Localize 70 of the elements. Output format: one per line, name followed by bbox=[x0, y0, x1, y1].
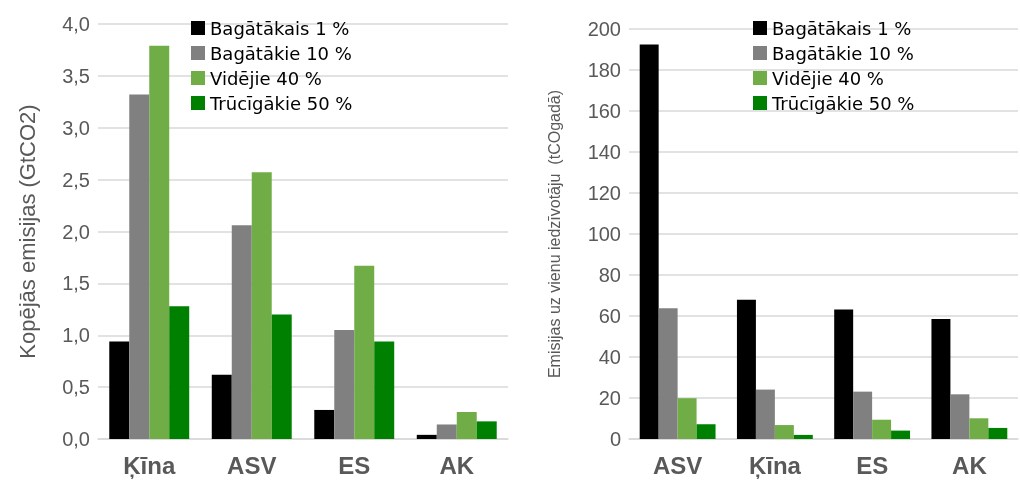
bar bbox=[891, 430, 911, 439]
y-tick-label: 120 bbox=[587, 182, 621, 204]
bar bbox=[853, 391, 873, 439]
y-axis-title: Kopējās emisijas (GtCO2) bbox=[14, 104, 40, 359]
legend-label: Trūcīgākie 50 % bbox=[771, 92, 915, 114]
y-tick-label: 40 bbox=[598, 346, 621, 368]
bar bbox=[129, 94, 150, 439]
y-tick-label: 3,0 bbox=[62, 116, 90, 139]
bar bbox=[251, 172, 272, 439]
bar bbox=[334, 330, 355, 439]
y-tick-label: 0,0 bbox=[62, 428, 90, 450]
legend-label: Bagātākie 10 % bbox=[210, 42, 352, 64]
x-tick-label: AK bbox=[952, 451, 988, 479]
y-tick-label: 80 bbox=[598, 264, 621, 286]
bar bbox=[872, 419, 892, 439]
legend-label: Vidējie 40 % bbox=[210, 67, 322, 89]
bar bbox=[109, 341, 130, 439]
bar bbox=[456, 412, 477, 439]
bar bbox=[231, 225, 252, 439]
y-tick-label: 1,5 bbox=[62, 272, 90, 295]
y-tick-label: 2,0 bbox=[62, 220, 90, 243]
bar bbox=[639, 44, 659, 439]
legend-label: Vidējie 40 % bbox=[772, 67, 884, 89]
bar bbox=[755, 389, 775, 439]
bar bbox=[834, 309, 854, 439]
bar bbox=[950, 394, 970, 439]
bar bbox=[149, 45, 170, 439]
y-tick-label: 20 bbox=[598, 387, 621, 409]
bar bbox=[969, 418, 989, 439]
x-tick-label: AK bbox=[439, 451, 475, 479]
x-tick-label: Ķīna bbox=[123, 451, 176, 479]
legend-label: Trūcīgākie 50 % bbox=[209, 92, 353, 114]
x-tick-label: ES bbox=[338, 451, 371, 479]
bar bbox=[211, 374, 232, 439]
bar bbox=[271, 314, 292, 439]
bar bbox=[696, 424, 716, 439]
bar bbox=[931, 319, 951, 439]
bar bbox=[793, 434, 813, 439]
bar bbox=[169, 306, 190, 439]
y-tick-label: 4,0 bbox=[62, 13, 90, 35]
bar bbox=[436, 424, 457, 439]
y-tick-label: 60 bbox=[598, 305, 621, 327]
bar bbox=[736, 299, 756, 439]
bar bbox=[374, 341, 395, 439]
bar bbox=[988, 427, 1008, 439]
y-tick-label: 200 bbox=[587, 18, 621, 40]
bar bbox=[354, 265, 375, 439]
bar bbox=[677, 398, 697, 439]
y-tick-label: 100 bbox=[587, 223, 621, 245]
legend-label: Bagātākais 1 % bbox=[772, 17, 912, 39]
y-tick-label: 180 bbox=[587, 59, 621, 81]
bar bbox=[774, 425, 794, 439]
y-tick-label: 3,5 bbox=[62, 64, 90, 87]
x-tick-label: ASV bbox=[227, 451, 277, 479]
bar bbox=[658, 308, 678, 439]
x-tick-label: Ķīna bbox=[748, 451, 802, 479]
y-tick-label: 2,5 bbox=[62, 168, 90, 191]
y-axis-title: Emisijas uz vienu iedzīvotāju (tCOgadā) bbox=[545, 89, 563, 379]
y-tick-label: 140 bbox=[587, 141, 621, 163]
y-tick-label: 0 bbox=[609, 428, 621, 450]
y-tick-label: 0,5 bbox=[62, 376, 90, 399]
bar bbox=[314, 409, 335, 439]
x-tick-label: ES bbox=[856, 451, 889, 479]
bar bbox=[476, 421, 497, 439]
y-tick-label: 160 bbox=[587, 100, 621, 122]
legend-label: Bagātākie 10 % bbox=[772, 42, 914, 64]
legend-label: Bagātākais 1 % bbox=[210, 17, 350, 39]
x-tick-label: ASV bbox=[652, 451, 703, 479]
bar bbox=[416, 434, 437, 439]
y-tick-label: 1,0 bbox=[62, 324, 90, 347]
